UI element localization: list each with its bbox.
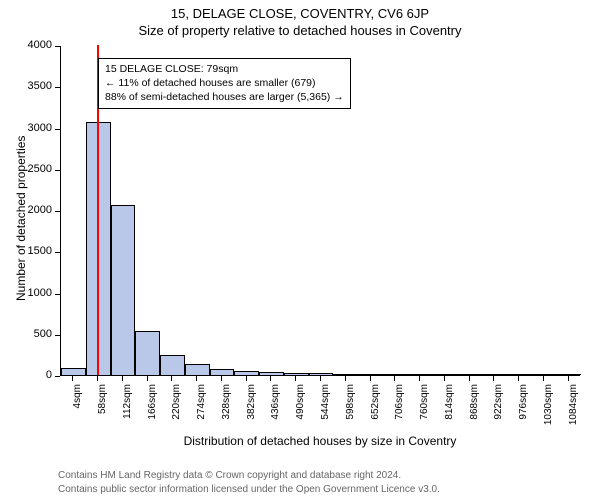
annotation-line-2: ← 11% of detached houses are smaller (67… [105, 76, 344, 90]
histogram-bar [556, 374, 581, 375]
x-tick-label: 166sqm [147, 384, 158, 434]
x-tick-label: 544sqm [320, 384, 331, 434]
y-tick-label: 0 [46, 369, 52, 381]
x-axis-label: Distribution of detached houses by size … [60, 434, 580, 448]
x-tick-label: 760sqm [419, 384, 430, 434]
x-tick-label: 922sqm [493, 384, 504, 434]
y-tick-mark [55, 252, 60, 253]
x-tick-mark [518, 376, 519, 381]
x-tick-label: 706sqm [394, 384, 405, 434]
x-tick-label: 58sqm [97, 384, 108, 434]
histogram-bar [432, 374, 457, 375]
x-tick-label: 4sqm [72, 384, 83, 434]
x-tick-mark [568, 376, 569, 381]
chart-supertitle: 15, DELAGE CLOSE, COVENTRY, CV6 6JP [0, 0, 600, 21]
x-tick-label: 976sqm [518, 384, 529, 434]
y-tick-mark [55, 335, 60, 336]
x-tick-label: 112sqm [122, 384, 133, 434]
histogram-bar [358, 374, 383, 375]
x-tick-mark [394, 376, 395, 381]
chart-subtitle: Size of property relative to detached ho… [0, 21, 600, 38]
footer-line-2: Contains public sector information licen… [58, 483, 440, 497]
x-tick-mark [320, 376, 321, 381]
y-tick-mark [55, 376, 60, 377]
x-tick-mark [444, 376, 445, 381]
x-tick-mark [270, 376, 271, 381]
histogram-bar [234, 371, 259, 375]
x-tick-label: 652sqm [370, 384, 381, 434]
annotation-line-1: 15 DELAGE CLOSE: 79sqm [105, 62, 344, 76]
annotation-line-3: 88% of semi-detached houses are larger (… [105, 90, 344, 104]
x-tick-label: 382sqm [246, 384, 257, 434]
x-tick-mark [493, 376, 494, 381]
x-tick-label: 598sqm [345, 384, 356, 434]
x-tick-label: 274sqm [196, 384, 207, 434]
y-tick-mark [55, 87, 60, 88]
y-tick-label: 3500 [28, 80, 52, 92]
histogram-bar [61, 368, 86, 375]
histogram-bar [408, 374, 433, 375]
histogram-bar [383, 374, 408, 375]
y-tick-mark [55, 46, 60, 47]
y-tick-label: 2500 [28, 163, 52, 175]
y-tick-label: 1000 [28, 287, 52, 299]
histogram-bar [531, 374, 556, 375]
x-tick-label: 814sqm [444, 384, 455, 434]
x-tick-mark [72, 376, 73, 381]
histogram-bar [111, 205, 136, 375]
x-tick-mark [196, 376, 197, 381]
histogram-bar [185, 364, 210, 375]
footer-attribution: Contains HM Land Registry data © Crown c… [58, 469, 440, 496]
x-tick-label: 328sqm [221, 384, 232, 434]
x-tick-label: 1084sqm [568, 384, 579, 434]
y-tick-label: 3000 [28, 122, 52, 134]
histogram-bar [309, 373, 334, 375]
y-tick-mark [55, 170, 60, 171]
y-tick-mark [55, 129, 60, 130]
x-tick-label: 868sqm [469, 384, 480, 434]
x-tick-mark [171, 376, 172, 381]
x-tick-mark [97, 376, 98, 381]
x-tick-mark [122, 376, 123, 381]
histogram-bar [210, 369, 235, 375]
histogram-bar [333, 374, 358, 375]
y-tick-label: 500 [34, 328, 52, 340]
histogram-bar [482, 374, 507, 375]
annotation-box: 15 DELAGE CLOSE: 79sqm ← 11% of detached… [98, 58, 351, 109]
x-tick-mark [221, 376, 222, 381]
x-tick-mark [543, 376, 544, 381]
x-tick-mark [469, 376, 470, 381]
y-tick-mark [55, 294, 60, 295]
x-tick-mark [345, 376, 346, 381]
y-tick-mark [55, 211, 60, 212]
chart-container: { "supertitle": "15, DELAGE CLOSE, COVEN… [0, 0, 600, 500]
x-tick-mark [295, 376, 296, 381]
x-tick-mark [370, 376, 371, 381]
y-axis-label: Number of detached properties [14, 136, 28, 301]
x-tick-mark [246, 376, 247, 381]
x-tick-mark [147, 376, 148, 381]
x-tick-label: 436sqm [270, 384, 281, 434]
x-tick-label: 220sqm [171, 384, 182, 434]
y-tick-label: 2000 [28, 204, 52, 216]
x-tick-mark [419, 376, 420, 381]
x-tick-label: 1030sqm [543, 384, 554, 434]
footer-line-1: Contains HM Land Registry data © Crown c… [58, 469, 440, 483]
x-tick-label: 490sqm [295, 384, 306, 434]
histogram-bar [160, 355, 185, 375]
histogram-bar [507, 374, 532, 375]
y-tick-label: 1500 [28, 245, 52, 257]
histogram-bar [135, 331, 160, 375]
y-tick-label: 4000 [28, 39, 52, 51]
histogram-bar [284, 373, 309, 375]
histogram-bar [457, 374, 482, 375]
histogram-bar [259, 372, 284, 375]
